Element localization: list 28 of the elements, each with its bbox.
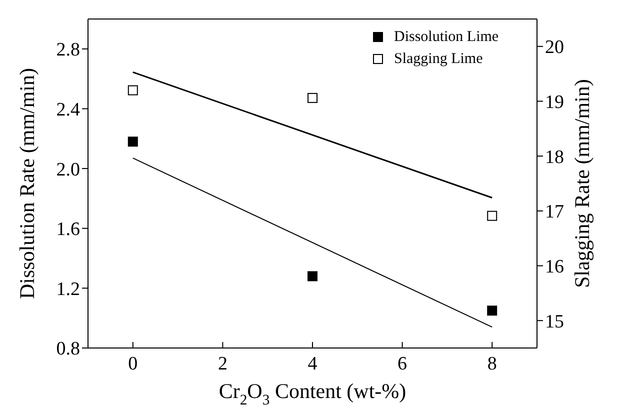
legend-label: Slagging Lime <box>394 50 483 69</box>
y-tick-label: 2.8 <box>56 40 80 61</box>
point <box>487 306 498 316</box>
y2-tick-label: 16 <box>545 256 564 278</box>
x-tick-label: 2 <box>218 353 228 374</box>
y-axis-title: Dissolution Rate (mm/min) <box>15 68 39 299</box>
y-tick-label: 1.2 <box>56 278 80 300</box>
point <box>487 210 498 221</box>
y-tick-label: 2.4 <box>56 99 80 120</box>
point <box>308 271 318 282</box>
point <box>128 85 138 96</box>
y2-tick-label: 20 <box>545 37 564 58</box>
y2-tick-label: 17 <box>545 202 564 223</box>
x-tick-label: 6 <box>398 353 408 374</box>
x-tick-label: 0 <box>128 353 138 374</box>
y-tick-label: 0.8 <box>56 338 80 360</box>
y2-axis-title: Slagging Rate (mm/min) <box>570 79 594 288</box>
x-axis-title: Cr$_{2}$O$_{3}$ Content (wt-%) <box>218 379 406 408</box>
y2-tick-label: 15 <box>545 311 564 332</box>
y2-tick-label: 19 <box>545 92 564 113</box>
legend-label: Dissolution Lime <box>394 28 499 47</box>
y-tick-label: 2.0 <box>56 159 80 180</box>
point <box>308 92 318 103</box>
x-tick-label: 8 <box>487 353 497 374</box>
y2-tick-label: 18 <box>545 146 564 168</box>
point <box>128 136 138 147</box>
y-tick-label: 1.6 <box>56 219 80 240</box>
x-tick-label: 4 <box>308 353 318 374</box>
